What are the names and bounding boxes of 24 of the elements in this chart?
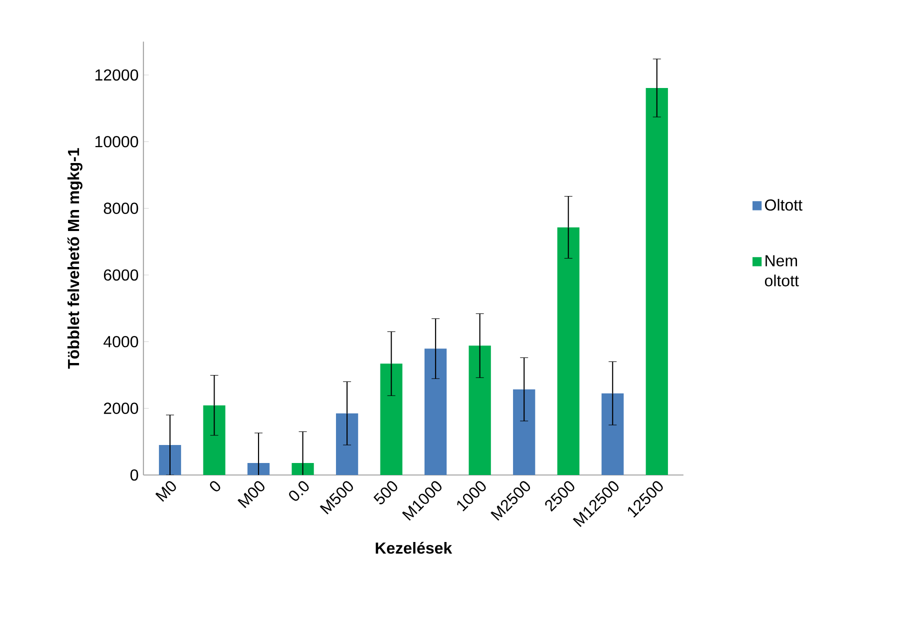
x-tick-label: M0 — [155, 481, 176, 502]
legend-label: Oltott — [765, 198, 802, 211]
y-tick-label: 0 — [130, 469, 138, 481]
bar — [468, 346, 491, 475]
y-axis-title: Többlet felvehető Mn mgkg-1 — [67, 148, 82, 369]
bar — [646, 88, 668, 475]
x-tick-label: 500 — [374, 481, 398, 504]
y-tick-label: 6000 — [104, 269, 138, 281]
x-tick-label: 0.0 — [289, 481, 309, 501]
legend-label: Nem oltott — [764, 255, 799, 286]
bar — [513, 389, 536, 475]
x-tick-label: 0 — [210, 481, 220, 492]
y-tick-label: 2000 — [104, 402, 138, 414]
x-axis-title: Kezelések — [376, 542, 452, 554]
bar — [557, 227, 580, 475]
x-tick-label: M00 — [238, 481, 264, 508]
y-tick-label: 10000 — [95, 136, 138, 148]
bar — [380, 364, 402, 475]
bar — [602, 393, 624, 475]
y-tick-label: 4000 — [104, 336, 138, 348]
y-tick-label: 12000 — [95, 69, 138, 81]
bar — [424, 348, 447, 475]
bar — [203, 405, 226, 475]
y-tick-label: 8000 — [104, 202, 138, 214]
